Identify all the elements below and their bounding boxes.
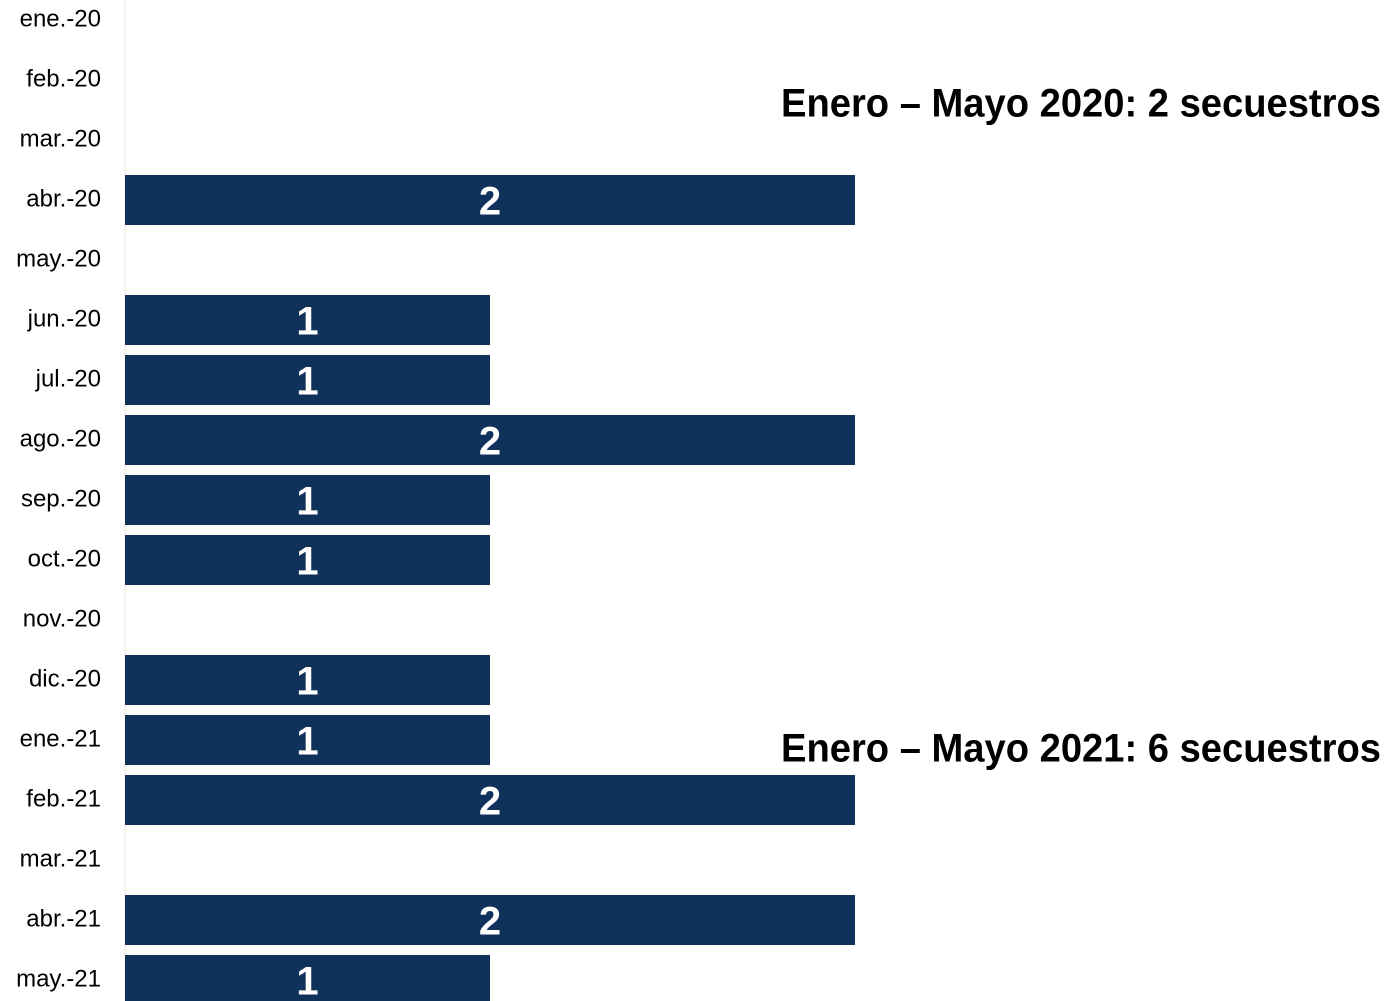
bar bbox=[125, 955, 490, 1001]
data-label: 2 bbox=[479, 900, 501, 944]
data-label: 2 bbox=[479, 780, 501, 824]
bar bbox=[125, 775, 855, 825]
y-tick-label: abr.-21 bbox=[26, 905, 101, 932]
y-tick-label: jul.-20 bbox=[35, 365, 101, 392]
data-label: 2 bbox=[479, 420, 501, 464]
annotation: Enero – Mayo 2021: 6 secuestros bbox=[781, 727, 1381, 771]
bar bbox=[125, 655, 490, 705]
y-tick-label: ene.-21 bbox=[20, 725, 101, 752]
data-label: 1 bbox=[296, 540, 318, 584]
y-tick-label: abr.-20 bbox=[26, 185, 101, 212]
y-tick-label: mar.-21 bbox=[20, 845, 101, 872]
data-label: 1 bbox=[296, 300, 318, 344]
y-tick-label: feb.-21 bbox=[26, 785, 101, 812]
y-tick-label: may.-21 bbox=[16, 965, 101, 992]
y-tick-label: dic.-20 bbox=[29, 665, 101, 692]
data-label: 2 bbox=[479, 180, 501, 224]
annotation: Enero – Mayo 2020: 2 secuestros bbox=[781, 82, 1381, 126]
bar bbox=[125, 715, 490, 765]
y-tick-label: sep.-20 bbox=[21, 485, 101, 512]
bar bbox=[125, 175, 855, 225]
y-tick-label: oct.-20 bbox=[28, 545, 101, 572]
data-label: 1 bbox=[296, 660, 318, 704]
bar bbox=[125, 895, 855, 945]
y-tick-label: ene.-20 bbox=[20, 5, 101, 32]
bar bbox=[125, 415, 855, 465]
y-tick-label: feb.-20 bbox=[26, 65, 101, 92]
bar bbox=[125, 355, 490, 405]
bar bbox=[125, 475, 490, 525]
y-tick-label: jun.-20 bbox=[27, 305, 101, 332]
y-tick-label: mar.-20 bbox=[20, 125, 101, 152]
y-tick-label: nov.-20 bbox=[23, 605, 101, 632]
data-label: 1 bbox=[296, 360, 318, 404]
y-tick-label: ago.-20 bbox=[20, 425, 101, 452]
data-label: 1 bbox=[296, 960, 318, 1001]
data-label: 1 bbox=[296, 720, 318, 764]
bar bbox=[125, 295, 490, 345]
y-tick-label: may.-20 bbox=[16, 245, 101, 272]
data-label: 1 bbox=[296, 480, 318, 524]
bar bbox=[125, 535, 490, 585]
